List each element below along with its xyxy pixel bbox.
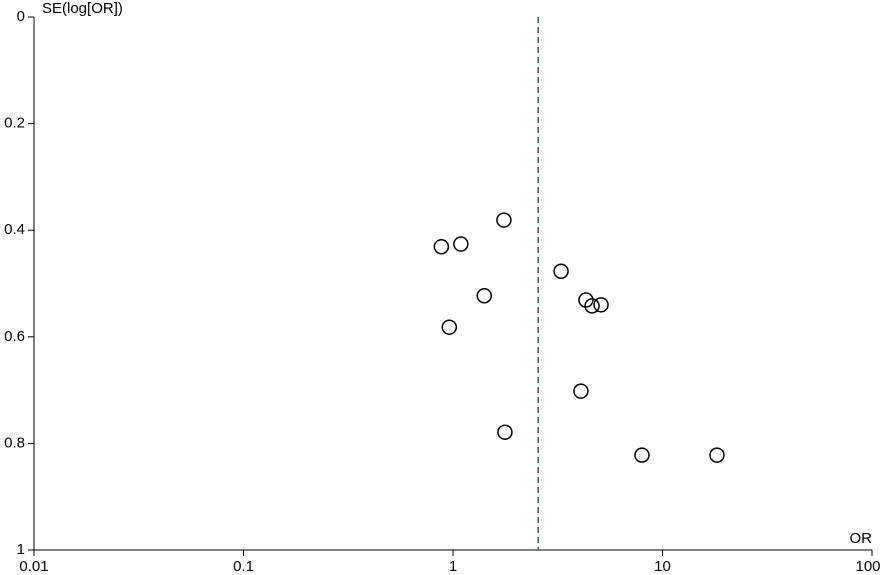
data-point <box>433 238 450 255</box>
data-point <box>496 212 512 228</box>
y-axis-label: SE(log[OR]) <box>42 0 123 17</box>
data-point <box>553 263 569 279</box>
x-tick-label: 10 <box>654 558 671 575</box>
x-tick-label: 0.1 <box>233 558 254 575</box>
x-tick-label: 1 <box>449 558 457 575</box>
y-tick-label: 1 <box>17 541 25 558</box>
data-point <box>709 447 725 463</box>
y-tick-label: 0.4 <box>4 221 25 238</box>
y-tick-label: 0.8 <box>4 434 25 451</box>
x-tick-label: 100 <box>855 558 880 575</box>
data-point <box>441 319 458 335</box>
data-point <box>573 383 589 399</box>
data-point <box>578 292 594 308</box>
x-tick-label: 0.01 <box>19 558 48 575</box>
y-tick-label: 0.6 <box>4 328 25 345</box>
data-point <box>453 236 469 252</box>
data-point <box>476 288 493 304</box>
x-axis-label: OR <box>850 530 873 547</box>
data-point <box>593 297 609 313</box>
data-point <box>497 424 513 440</box>
y-tick-label: 0.2 <box>4 115 25 132</box>
data-point <box>584 298 600 314</box>
data-point <box>634 447 650 463</box>
y-tick-label: 0 <box>17 8 25 25</box>
